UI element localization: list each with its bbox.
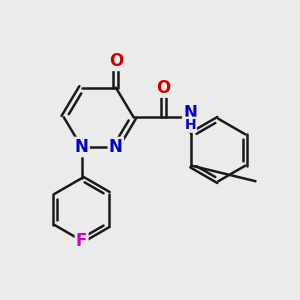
Text: F: F [76,232,87,250]
Text: N: N [109,138,123,156]
Text: O: O [156,79,170,97]
Text: H: H [184,118,196,132]
Text: N: N [75,138,88,156]
Text: N: N [183,104,197,122]
Text: O: O [109,52,123,70]
